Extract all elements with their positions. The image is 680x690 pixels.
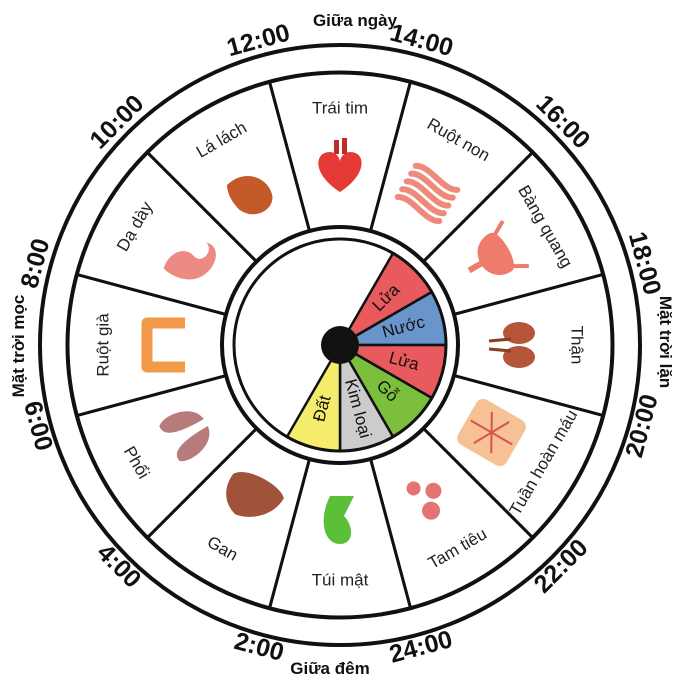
spleen-icon [226, 176, 273, 215]
element-1: Lửa [336, 251, 434, 349]
segment-8: Gan [145, 426, 312, 610]
stomach-icon [163, 242, 216, 280]
kidneys-icon [488, 322, 535, 368]
caption-right: Mặt trời lặn [656, 296, 675, 388]
center-hub [321, 326, 359, 364]
segment-1: Trái tim [267, 71, 413, 233]
caption-left: Mặt trời mọc [9, 295, 28, 398]
element-wheel-border [232, 237, 448, 453]
segment-11: Dạ dày [75, 150, 259, 317]
organ-label: Túi mật [312, 570, 369, 589]
segment-5: Tuần hoàn máu [421, 373, 605, 540]
organ-label: Trái tim [312, 98, 368, 117]
liver-icon [226, 472, 284, 517]
bladder-icon [467, 219, 529, 275]
heart-icon [318, 138, 362, 192]
gallbladder-icon [323, 496, 354, 544]
triple-burner-icon [406, 481, 442, 520]
large-intestine-icon [141, 317, 185, 373]
small-intestine-icon [394, 162, 461, 225]
caption-bottom: Giữa đêm [290, 659, 369, 678]
caption-top: Giữa ngày [313, 11, 398, 30]
segment-6: Tam tiêu [368, 426, 535, 610]
organ-label: Thận [568, 326, 587, 365]
segment-12: Lá lách [145, 80, 312, 264]
lungs-icon [159, 411, 210, 461]
organ-label: Ruột già [93, 313, 112, 377]
circulation-icon [457, 398, 526, 467]
segment-9: Phổi [75, 373, 259, 540]
